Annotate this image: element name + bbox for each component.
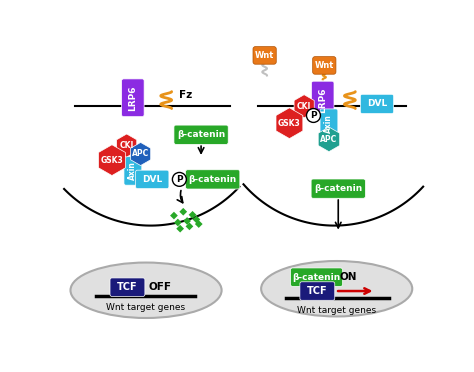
Text: Axin: Axin [324,114,333,132]
Text: β-catenin: β-catenin [177,130,225,139]
Polygon shape [195,220,202,228]
Text: DVL: DVL [367,99,387,108]
Polygon shape [99,145,126,176]
Ellipse shape [71,263,222,318]
Polygon shape [170,212,178,219]
Text: Fz: Fz [179,90,192,100]
Polygon shape [176,225,184,232]
Polygon shape [117,134,137,157]
Polygon shape [179,208,187,216]
Text: β-catenin: β-catenin [314,184,363,193]
Text: Wnt: Wnt [315,61,334,70]
Ellipse shape [261,261,412,317]
Text: Wnt target genes: Wnt target genes [297,306,376,315]
Circle shape [173,173,186,186]
Text: P: P [310,111,317,120]
FancyBboxPatch shape [174,125,228,144]
Text: DVL: DVL [142,175,163,184]
FancyBboxPatch shape [360,94,394,113]
FancyBboxPatch shape [291,268,343,286]
Text: GSK3: GSK3 [278,119,301,128]
FancyBboxPatch shape [122,79,144,117]
Text: β-catenin: β-catenin [189,175,237,184]
Text: Wnt: Wnt [255,51,274,60]
Text: TCF: TCF [117,282,138,292]
Text: Wnt target genes: Wnt target genes [107,304,186,312]
FancyBboxPatch shape [320,109,338,137]
Text: Axin: Axin [128,161,137,180]
Text: CKI: CKI [119,141,134,150]
Polygon shape [183,217,191,225]
Text: APC: APC [320,135,337,144]
Text: CKI: CKI [297,102,311,111]
Text: APC: APC [132,150,149,158]
FancyBboxPatch shape [186,170,240,189]
Polygon shape [174,219,182,226]
Text: TCF: TCF [307,286,328,296]
Text: OFF: OFF [148,282,172,292]
Polygon shape [130,142,151,166]
FancyBboxPatch shape [313,57,336,74]
Polygon shape [276,108,303,139]
Polygon shape [192,216,201,223]
FancyBboxPatch shape [311,179,365,198]
Text: LRP6: LRP6 [318,87,327,113]
FancyBboxPatch shape [300,282,335,300]
Circle shape [307,109,320,122]
Text: β-catenin: β-catenin [292,273,341,282]
Text: P: P [176,175,182,184]
FancyBboxPatch shape [253,46,276,64]
FancyBboxPatch shape [311,81,334,119]
Polygon shape [186,222,193,230]
Polygon shape [318,127,340,152]
Text: ON: ON [340,272,357,282]
FancyBboxPatch shape [110,278,145,296]
Polygon shape [294,95,314,118]
FancyBboxPatch shape [124,157,142,185]
Polygon shape [189,211,196,219]
FancyBboxPatch shape [136,170,169,189]
Text: GSK3: GSK3 [100,155,123,165]
Text: LRP6: LRP6 [128,85,137,110]
